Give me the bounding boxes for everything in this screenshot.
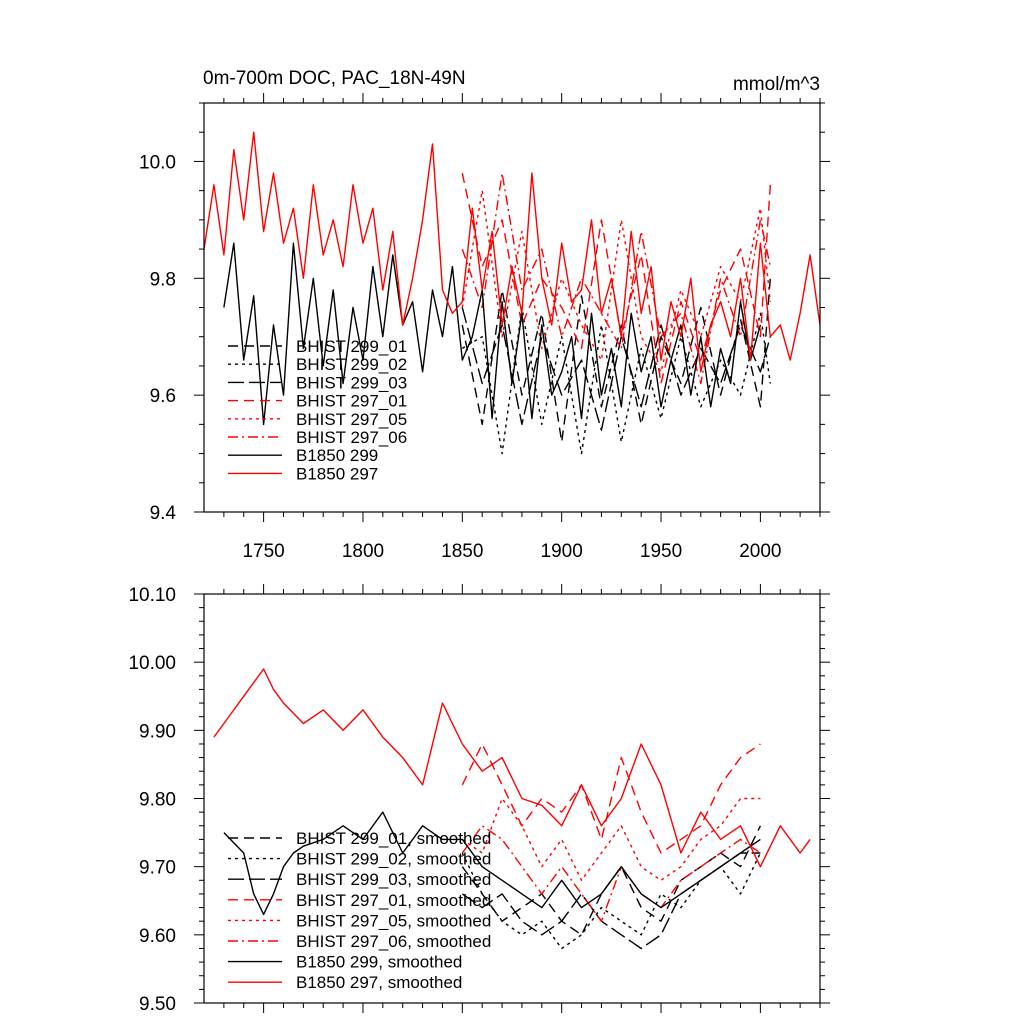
x-tick-label: 1850 [441, 541, 483, 562]
y-tick-label: 9.70 [139, 858, 176, 879]
legend-label-1-7: B1850 297, smoothed [296, 973, 462, 992]
legend-label-1-6: B1850 299, smoothed [296, 953, 462, 972]
series-line-1-6 [223, 811, 761, 916]
y-tick-label: 9.4 [150, 503, 177, 524]
x-tick-label: 1800 [342, 541, 384, 562]
legend-label-1-1: BHIST 299_02, smoothed [296, 850, 491, 869]
x-tick-label: 1900 [541, 541, 583, 562]
legend-label-1-2: BHIST 299_03, smoothed [296, 870, 491, 889]
y-tick-label: 9.60 [139, 926, 176, 947]
legend-label-1-5: BHIST 297_06, smoothed [296, 932, 491, 951]
top-panel-title: 0m-700m DOC, PAC_18N-49N [203, 68, 466, 89]
y-tick-label: 10.00 [128, 653, 176, 674]
top-panel-series [204, 131, 820, 455]
y-tick-label: 9.6 [150, 386, 176, 407]
legend-label-0-2: BHIST 299_03 [296, 373, 407, 392]
bottom-panel-legend: BHIST 299_01, smoothed BHIST 299_02, smoo… [228, 829, 491, 992]
series-line-1-5 [461, 825, 761, 922]
legend-label-0-6: B1850 299 [296, 446, 378, 465]
series-line-1-0 [461, 825, 762, 936]
legend-label-1-0: BHIST 299_01, smoothed [296, 829, 491, 848]
series-line-1-3 [461, 743, 761, 854]
legend-label-1-3: BHIST 297_01, smoothed [296, 891, 491, 910]
series-line-0-7 [204, 131, 820, 373]
x-tick-label: 1950 [640, 541, 682, 562]
series-line-1-4 [461, 797, 761, 881]
series-line-1-1 [461, 852, 762, 950]
bottom-panel-axes: 9.50 9.60 9.70 9.80 9.90 10.00 10.10 [128, 584, 830, 1015]
legend-label-0-3: BHIST 297_01 [296, 392, 407, 411]
bottom-panel: BHIST 299_01, smoothed BHIST 299_02, smoo… [128, 584, 830, 1015]
y-tick-label: 9.50 [139, 994, 176, 1015]
legend-label-0-7: B1850 297 [296, 464, 378, 483]
series-line-1-2 [461, 852, 761, 950]
y-tick-label: 9.90 [139, 721, 176, 742]
top-panel: 0m-700m DOC, PAC_18N-49N mmol/m^3 BHIST … [139, 68, 830, 562]
bottom-panel-series [213, 668, 811, 950]
y-tick-label: 9.80 [139, 790, 176, 811]
top-panel-units: mmol/m^3 [733, 74, 820, 95]
legend-label-0-1: BHIST 299_02 [296, 355, 407, 374]
y-tick-label: 10.0 [139, 152, 176, 173]
series-line-1-7 [213, 668, 811, 868]
legend-label-0-4: BHIST 297_05 [296, 410, 407, 429]
series-line-0-4 [461, 189, 771, 373]
series-line-0-6 [223, 242, 762, 426]
legend-label-1-4: BHIST 297_05, smoothed [296, 911, 491, 930]
x-tick-label: 1750 [242, 541, 284, 562]
legend-label-0-0: BHIST 299_01 [296, 337, 407, 356]
y-tick-label: 10.10 [128, 585, 176, 606]
y-tick-label: 9.8 [150, 269, 176, 290]
legend-label-0-5: BHIST 297_06 [296, 428, 407, 447]
top-panel-axes: 1750 1800 1850 1900 1950 2000 9.4 9.6 9.8 10.0 [139, 93, 830, 562]
x-tick-label: 2000 [739, 541, 781, 562]
